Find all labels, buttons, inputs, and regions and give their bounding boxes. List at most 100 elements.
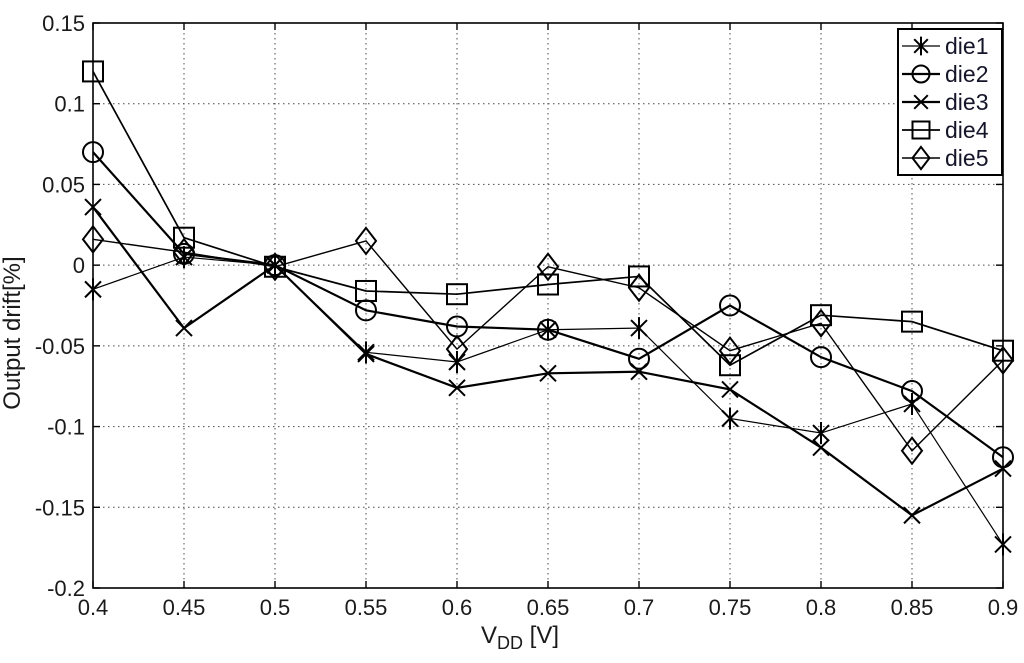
y-tick-label: 0.05 [42, 172, 85, 197]
legend-sample-asterisk [902, 36, 940, 56]
marker-square [82, 60, 104, 83]
x-tick-label: 0.7 [624, 595, 655, 620]
marker-x [357, 345, 375, 363]
marker-stroke [810, 304, 832, 327]
marker-stroke [994, 459, 1012, 478]
marker-stroke [539, 364, 557, 383]
marker-stroke [721, 380, 739, 399]
marker-stroke [812, 438, 830, 457]
y-tick-label: 0 [73, 253, 85, 278]
marker-diamond [900, 436, 924, 466]
series-markers-die3 [84, 198, 1012, 525]
legend-label: die1 [945, 32, 989, 59]
y-tick-label: 0.15 [42, 11, 85, 36]
marker-x [539, 364, 557, 383]
marker-x [721, 380, 739, 399]
legend-label: die2 [945, 60, 989, 87]
marker-diamond [911, 145, 931, 171]
marker-diamond [263, 252, 287, 282]
series-line-die2 [92, 151, 1004, 459]
legend-item-die2: die2 [899, 60, 1001, 88]
marker-stroke [172, 237, 196, 267]
marker-stroke [448, 379, 466, 397]
marker-stroke [903, 506, 921, 525]
x-tick-label: 0.6 [442, 595, 473, 620]
x-tick-label: 0.5 [260, 595, 291, 620]
marker-circle [628, 347, 650, 370]
marker-diamond [354, 226, 378, 256]
marker-stroke [357, 341, 375, 364]
x-tick-label: 0.9 [988, 595, 1019, 620]
marker-stroke [812, 422, 830, 445]
marker-square [901, 310, 923, 333]
marker-asterisk [721, 407, 739, 430]
marker-stroke [357, 345, 375, 363]
y-tick-label: -0.15 [35, 495, 85, 520]
marker-stroke [536, 252, 560, 282]
marker-x [994, 459, 1012, 478]
marker-stroke [627, 273, 651, 303]
marker-square [537, 273, 559, 296]
marker-diamond [445, 334, 469, 364]
marker-asterisk [994, 533, 1012, 556]
marker-square [355, 279, 377, 302]
y-tick-label: -0.05 [35, 334, 85, 359]
marker-stroke [630, 362, 648, 381]
series-markers-die5 [81, 224, 1015, 466]
marker-diamond [991, 345, 1015, 376]
marker-asterisk [812, 422, 830, 445]
marker-stroke [911, 120, 931, 140]
marker-stroke [809, 308, 833, 338]
marker-stroke [84, 198, 102, 216]
marker-asterisk [630, 317, 648, 340]
marker-stroke [81, 224, 105, 254]
marker-stroke [718, 336, 742, 366]
marker-stroke [445, 334, 469, 364]
x-tick-label: 0.4 [78, 595, 109, 620]
marker-stroke [84, 278, 102, 301]
legend-item-die1: die1 [899, 32, 1001, 60]
marker-stroke [628, 265, 650, 288]
marker-circle [537, 318, 559, 341]
marker-stroke [82, 60, 104, 83]
x-tick-label: 0.85 [891, 595, 934, 620]
legend-sample-circle [902, 64, 940, 84]
marker-diamond [81, 224, 105, 254]
legend-sample-square [902, 120, 940, 140]
marker-diamond [172, 237, 196, 267]
y-axis-label: Output drift[%] [0, 256, 26, 410]
x-tick-label: 0.8 [806, 595, 837, 620]
x-tick-label: 0.45 [163, 595, 206, 620]
x-tick-label: 0.55 [345, 595, 388, 620]
marker-stroke [911, 64, 931, 84]
marker-stroke [355, 279, 377, 302]
marker-circle [911, 64, 931, 84]
marker-circle [901, 380, 923, 403]
marker-x [913, 94, 929, 110]
marker-diamond [627, 273, 651, 303]
marker-diamond [718, 336, 742, 366]
marker-asterisk [84, 278, 102, 301]
marker-x [448, 379, 466, 397]
marker-stroke [911, 145, 931, 171]
marker-asterisk [913, 36, 929, 56]
legend-label: die4 [945, 116, 989, 143]
legend-item-die4: die4 [899, 116, 1001, 144]
legend-sample-diamond [902, 145, 940, 171]
marker-square [810, 304, 832, 327]
marker-stroke [810, 346, 832, 369]
series-line-die5 [92, 238, 1004, 452]
marker-circle [719, 294, 741, 317]
series-line-die1 [92, 256, 1004, 545]
marker-stroke [628, 347, 650, 370]
marker-stroke [913, 36, 929, 56]
marker-square [911, 120, 931, 140]
marker-stroke [173, 226, 195, 249]
marker-square [446, 283, 468, 306]
series-line-die4 [92, 71, 1004, 367]
marker-stroke [901, 310, 923, 333]
marker-square [173, 226, 195, 249]
marker-x [812, 438, 830, 457]
